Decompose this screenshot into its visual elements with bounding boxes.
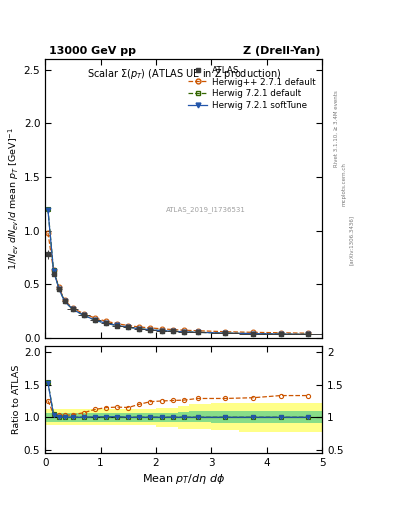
Herwig++ 2.7.1 default <box>223 329 228 335</box>
Herwig 7.2.1 default <box>170 328 175 334</box>
Herwig 7.2.1 softTune <box>93 317 97 323</box>
Herwig 7.2.1 softTune <box>182 329 186 335</box>
Herwig 7.2.1 softTune <box>115 323 119 329</box>
Herwig++ 2.7.1 default <box>51 267 56 273</box>
Text: mcplots.cern.ch: mcplots.cern.ch <box>342 162 346 206</box>
Herwig 7.2.1 default <box>57 286 61 292</box>
Herwig 7.2.1 default <box>195 329 200 335</box>
Herwig 7.2.1 softTune <box>159 328 164 334</box>
Herwig++ 2.7.1 default <box>182 327 186 333</box>
Y-axis label: Ratio to ATLAS: Ratio to ATLAS <box>12 365 21 434</box>
Herwig 7.2.1 default <box>115 323 119 329</box>
Herwig 7.2.1 default <box>71 306 75 312</box>
Herwig++ 2.7.1 default <box>62 297 67 304</box>
Herwig++ 2.7.1 default <box>82 311 86 317</box>
Herwig 7.2.1 softTune <box>278 331 283 337</box>
Herwig 7.2.1 default <box>62 298 67 305</box>
Herwig 7.2.1 default <box>159 328 164 334</box>
Herwig 7.2.1 default <box>278 331 283 337</box>
Text: 13000 GeV pp: 13000 GeV pp <box>49 46 136 56</box>
Herwig 7.2.1 default <box>223 330 228 336</box>
Herwig++ 2.7.1 default <box>93 315 97 321</box>
Herwig 7.2.1 softTune <box>148 327 153 333</box>
Text: ATLAS_2019_I1736531: ATLAS_2019_I1736531 <box>166 206 246 213</box>
Legend: ATLAS, Herwig++ 2.7.1 default, Herwig 7.2.1 default, Herwig 7.2.1 softTune: ATLAS, Herwig++ 2.7.1 default, Herwig 7.… <box>185 63 318 112</box>
Herwig 7.2.1 default <box>148 327 153 333</box>
Herwig 7.2.1 default <box>251 331 255 337</box>
Herwig++ 2.7.1 default <box>195 328 200 334</box>
X-axis label: Mean $p_T/d\eta\ d\phi$: Mean $p_T/d\eta\ d\phi$ <box>142 472 226 486</box>
Herwig 7.2.1 softTune <box>71 306 75 312</box>
Herwig 7.2.1 default <box>46 206 50 212</box>
Herwig++ 2.7.1 default <box>104 318 108 325</box>
Y-axis label: $1/N_{ev}\ dN_{ev}/d$ mean $p_T\ [\mathrm{GeV}]^{-1}$: $1/N_{ev}\ dN_{ev}/d$ mean $p_T\ [\mathr… <box>6 127 21 270</box>
Herwig++ 2.7.1 default <box>57 284 61 290</box>
Text: [arXiv:1306.3436]: [arXiv:1306.3436] <box>349 215 354 265</box>
Herwig 7.2.1 default <box>182 329 186 335</box>
Herwig 7.2.1 softTune <box>62 298 67 305</box>
Herwig 7.2.1 softTune <box>306 331 311 337</box>
Herwig 7.2.1 softTune <box>57 286 61 292</box>
Herwig 7.2.1 default <box>306 331 311 337</box>
Text: Scalar $\Sigma(p_T)$ (ATLAS UE in Z production): Scalar $\Sigma(p_T)$ (ATLAS UE in Z prod… <box>86 67 281 81</box>
Herwig 7.2.1 default <box>51 267 56 273</box>
Herwig++ 2.7.1 default <box>148 325 153 331</box>
Herwig++ 2.7.1 default <box>170 327 175 333</box>
Line: Herwig++ 2.7.1 default: Herwig++ 2.7.1 default <box>46 230 311 336</box>
Line: Herwig 7.2.1 softTune: Herwig 7.2.1 softTune <box>46 208 311 337</box>
Herwig 7.2.1 softTune <box>51 268 56 274</box>
Herwig 7.2.1 softTune <box>223 330 228 336</box>
Herwig 7.2.1 softTune <box>251 331 255 337</box>
Herwig 7.2.1 default <box>126 324 131 330</box>
Text: Rivet 3.1.10, ≥ 3.4M events: Rivet 3.1.10, ≥ 3.4M events <box>334 90 338 167</box>
Herwig++ 2.7.1 default <box>126 323 131 329</box>
Herwig 7.2.1 softTune <box>170 328 175 334</box>
Herwig++ 2.7.1 default <box>159 326 164 332</box>
Text: Z (Drell-Yan): Z (Drell-Yan) <box>243 46 320 56</box>
Herwig 7.2.1 default <box>93 317 97 323</box>
Herwig 7.2.1 default <box>82 312 86 318</box>
Herwig 7.2.1 softTune <box>104 320 108 326</box>
Herwig++ 2.7.1 default <box>251 329 255 335</box>
Herwig 7.2.1 default <box>104 321 108 327</box>
Herwig 7.2.1 softTune <box>137 326 142 332</box>
Herwig++ 2.7.1 default <box>115 321 119 327</box>
Herwig 7.2.1 softTune <box>195 329 200 335</box>
Herwig++ 2.7.1 default <box>137 324 142 330</box>
Line: Herwig 7.2.1 default: Herwig 7.2.1 default <box>46 207 311 337</box>
Herwig 7.2.1 softTune <box>82 312 86 318</box>
Herwig++ 2.7.1 default <box>46 230 50 236</box>
Herwig++ 2.7.1 default <box>278 330 283 336</box>
Herwig++ 2.7.1 default <box>71 305 75 311</box>
Herwig 7.2.1 default <box>137 326 142 332</box>
Herwig 7.2.1 softTune <box>126 324 131 330</box>
Herwig++ 2.7.1 default <box>306 330 311 336</box>
Herwig 7.2.1 softTune <box>46 207 50 214</box>
